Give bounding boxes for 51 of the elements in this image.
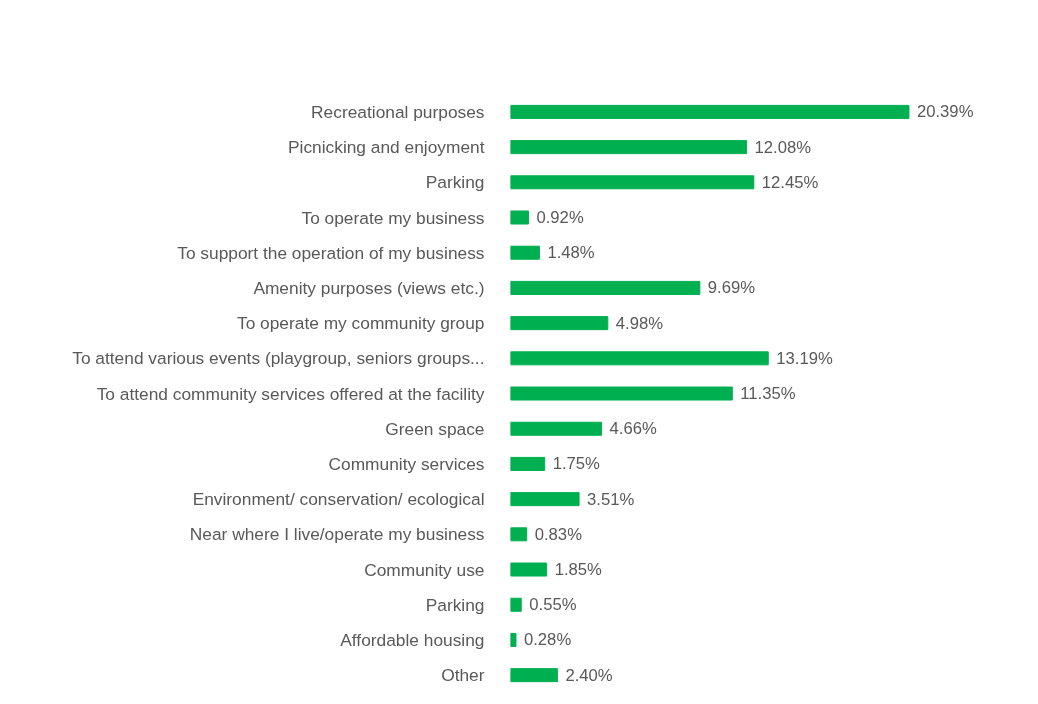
y-tick-label: Affordable housing <box>340 629 485 650</box>
bar <box>510 140 748 155</box>
y-tick-label: Other <box>441 665 485 686</box>
data-label: 4.66% <box>609 419 657 439</box>
bar <box>510 632 517 647</box>
data-label: 11.35% <box>740 384 796 404</box>
bar <box>510 104 910 119</box>
bar <box>510 175 755 190</box>
y-tick-label: Parking <box>425 172 485 193</box>
y-tick-label: Community services <box>328 453 485 474</box>
y-tick-label: Green space <box>385 418 485 439</box>
y-tick-label: To operate my business <box>301 207 485 228</box>
y-tick-label: Amenity purposes (views etc.) <box>253 277 485 298</box>
data-label: 0.55% <box>529 595 577 615</box>
data-label: 12.08% <box>754 137 812 157</box>
bar <box>510 386 733 401</box>
bar <box>510 280 701 295</box>
data-label: 1.48% <box>547 243 595 263</box>
y-tick-label: To attend community services offered at the facility <box>96 383 485 404</box>
y-tick-label: Environment/ conservation/ ecological <box>192 489 485 510</box>
y-tick-label: Parking <box>425 594 485 615</box>
y-tick-label: To attend various events (playgroup, seniors groups... <box>72 348 485 369</box>
y-tick-label: To operate my community group <box>236 313 485 334</box>
y-tick-label: To support the operation of my business <box>177 242 485 263</box>
data-label: 4.98% <box>615 313 664 333</box>
bar <box>510 421 603 436</box>
bar <box>510 562 548 577</box>
y-tick-label: Recreational purposes <box>311 101 485 122</box>
bar <box>510 597 522 612</box>
bar <box>510 210 529 225</box>
bar <box>510 245 540 260</box>
data-label: 13.19% <box>776 348 833 368</box>
data-label: 1.85% <box>554 560 603 580</box>
y-tick-label: Community use <box>364 559 485 580</box>
data-label: 12.45% <box>761 172 819 192</box>
y-tick-label: Near where I live/operate my business <box>189 524 485 545</box>
bar <box>510 492 580 507</box>
data-label: 0.92% <box>536 208 584 228</box>
bar <box>510 351 769 366</box>
data-label: 20.39% <box>916 102 974 122</box>
bar <box>510 456 546 471</box>
data-label: 0.28% <box>523 630 572 650</box>
data-label: 9.69% <box>707 278 756 298</box>
data-label: 2.40% <box>565 665 613 685</box>
bar <box>510 527 528 542</box>
bar <box>510 668 558 683</box>
y-tick-label: Picnicking and enjoyment <box>288 137 485 158</box>
data-label: 0.83% <box>534 524 583 544</box>
data-label: 3.51% <box>587 489 635 509</box>
data-label: 1.75% <box>552 454 601 474</box>
bar <box>510 316 609 331</box>
